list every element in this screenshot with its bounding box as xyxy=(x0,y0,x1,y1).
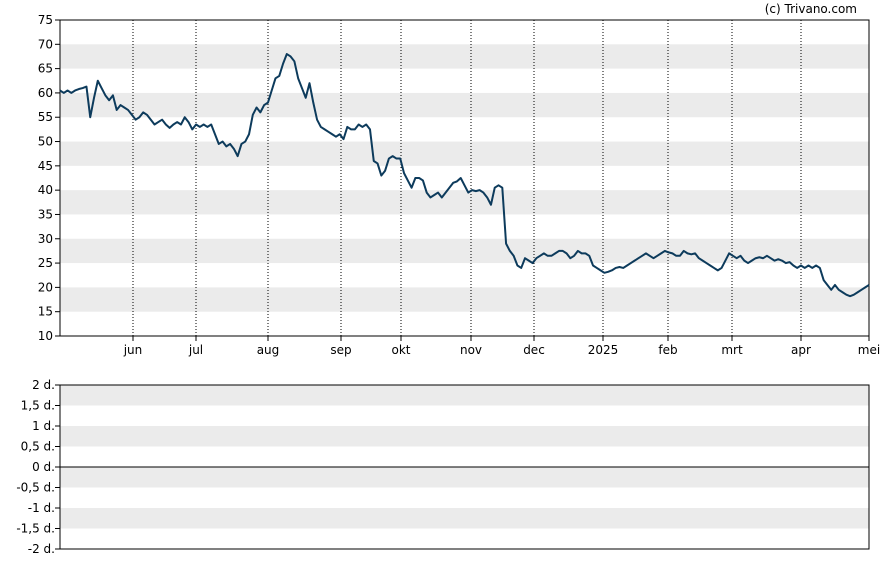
plot-frame xyxy=(59,384,870,550)
x-tick-label: apr xyxy=(791,343,811,357)
y-tick-label: 40 xyxy=(38,183,53,197)
x-tick-label: sep xyxy=(330,343,351,357)
price-chart-panel: jun jul aug sep okt nov dec 2025 feb mrt apr mei757… xyxy=(38,13,880,357)
y-tick-label: -0,5 d. xyxy=(16,481,55,495)
x-tick-label: jul xyxy=(188,343,203,357)
x-tick-label: nov xyxy=(460,343,482,357)
y-tick-label: -1 d. xyxy=(28,501,55,515)
y-tick-label: 0 d. xyxy=(32,460,55,474)
x-tick-label: aug xyxy=(257,343,280,357)
y-tick-label: 30 xyxy=(38,232,53,246)
y-tick-label: 1 d. xyxy=(32,419,55,433)
x-tick-label: okt xyxy=(392,343,411,357)
y-tick-label: 50 xyxy=(38,135,53,149)
grid-band xyxy=(60,426,869,447)
x-tick-label: mei xyxy=(858,343,880,357)
y-tick-label: 70 xyxy=(38,37,53,51)
grid-band xyxy=(60,385,869,406)
plot-frame xyxy=(59,19,870,337)
x-tick-label: jun xyxy=(123,343,143,357)
y-tick-label: 2 d. xyxy=(32,378,55,392)
y-tick-label: 75 xyxy=(38,13,53,27)
y-tick-label: 15 xyxy=(38,305,53,319)
grid-band xyxy=(60,508,869,529)
y-tick-label: 45 xyxy=(38,159,53,173)
x-tick-label: 2025 xyxy=(588,343,619,357)
grid-band xyxy=(60,287,869,312)
y-tick-label: 35 xyxy=(38,207,53,221)
x-tick-label: mrt xyxy=(721,343,743,357)
y-tick-label: 65 xyxy=(38,62,53,76)
grid-band xyxy=(60,190,869,215)
y-tick-label: -1,5 d. xyxy=(16,522,55,536)
y-tick-label: -2 d. xyxy=(28,542,55,556)
x-tick-label: dec xyxy=(523,343,545,357)
x-tick-label: feb xyxy=(658,343,677,357)
y-tick-label: 0,5 d. xyxy=(21,440,55,454)
grid-band xyxy=(60,92,869,118)
grid-band xyxy=(60,238,869,264)
price-series-line xyxy=(59,53,870,298)
grid-band xyxy=(60,141,869,166)
secondary-chart-panel: 2 d. 1,5 d. 1 d. 0,5 d. 0 d. -0,5 d. -1 d. -1,5… xyxy=(16,378,870,556)
credit-text: (c) Trivano.com xyxy=(765,2,857,16)
grid-band xyxy=(60,44,869,69)
y-tick-label: 25 xyxy=(38,256,53,270)
y-tick-label: 1,5 d. xyxy=(21,399,55,413)
y-tick-label: 20 xyxy=(38,280,53,294)
y-tick-label: 55 xyxy=(38,110,53,124)
grid-band xyxy=(60,467,869,488)
y-tick-label: 60 xyxy=(38,86,53,100)
y-tick-label: 10 xyxy=(38,329,53,343)
